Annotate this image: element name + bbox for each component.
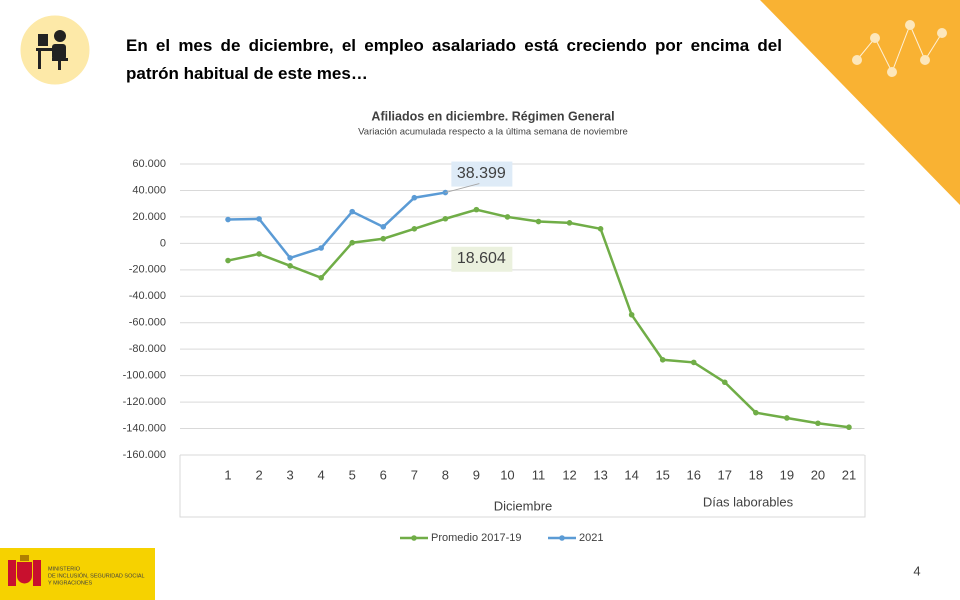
point xyxy=(442,215,449,222)
point xyxy=(815,420,821,427)
legend-label: 2021 xyxy=(579,532,603,544)
y-tick-label: 0 xyxy=(160,237,166,249)
chart-title: Afiliados en diciembre. Régimen General xyxy=(371,109,614,123)
legend-marker xyxy=(559,535,565,541)
legend-label: Promedio 2017-19 xyxy=(431,532,522,544)
y-tick-label: -60.000 xyxy=(129,317,166,329)
x-tick-label: 17 xyxy=(718,467,732,482)
point xyxy=(287,255,293,261)
axis-frame xyxy=(179,455,866,518)
x-tick-label: 2 xyxy=(255,467,262,482)
point xyxy=(380,235,387,242)
x-tick-label: 18 xyxy=(749,467,763,482)
point xyxy=(846,424,852,431)
x-tick-label: 12 xyxy=(562,467,576,482)
x-axis-label: Días laborables xyxy=(703,494,794,509)
point xyxy=(628,311,635,318)
x-tick-label: 15 xyxy=(655,467,669,482)
point xyxy=(225,216,231,223)
y-tick-label: 60.000 xyxy=(132,158,166,170)
point xyxy=(349,208,356,215)
point xyxy=(318,245,324,251)
y-tick-label: -120.000 xyxy=(123,396,166,408)
point xyxy=(411,226,418,232)
point xyxy=(380,224,387,230)
x-tick-label: 5 xyxy=(349,467,356,482)
x-tick-label: 1 xyxy=(224,467,231,482)
heading: En el mes de diciembre, el empleo asalar… xyxy=(126,36,782,83)
ministry-text: MINISTERIO xyxy=(48,566,81,572)
page-number: 4 xyxy=(913,563,920,578)
x-tick-label: 10 xyxy=(500,467,514,482)
corner-dots xyxy=(852,20,947,77)
y-tick-label: 20.000 xyxy=(132,211,166,223)
y-tick-label: -100.000 xyxy=(123,370,166,382)
point xyxy=(411,194,418,201)
point xyxy=(504,214,511,220)
point xyxy=(225,257,231,264)
x-tick-label: 6 xyxy=(380,467,387,482)
legend-marker xyxy=(411,535,417,541)
chart-subtitle: Variación acumulada respecto a la última… xyxy=(358,127,628,138)
x-tick-label: 16 xyxy=(687,467,701,482)
y-tick-label: -40.000 xyxy=(129,290,166,302)
point xyxy=(473,206,480,213)
x-tick-label: 8 xyxy=(442,467,449,482)
point xyxy=(753,409,759,416)
x-tick-label: 11 xyxy=(532,467,546,482)
y-tick-label: -160.000 xyxy=(123,449,166,461)
x-tick-label: 9 xyxy=(473,467,480,482)
point xyxy=(535,218,542,225)
point xyxy=(721,379,728,386)
value-label-box xyxy=(451,161,513,187)
series-line xyxy=(227,191,446,260)
corner-decoration xyxy=(760,0,960,205)
y-tick-label: 40.000 xyxy=(132,184,166,196)
value-label: 38.399 xyxy=(457,165,506,182)
point xyxy=(256,251,262,257)
x-tick-label: 14 xyxy=(624,467,638,482)
worker-icon xyxy=(36,30,68,70)
point xyxy=(597,226,604,232)
point xyxy=(287,263,293,269)
leader-line xyxy=(445,183,480,194)
point xyxy=(349,239,356,246)
point xyxy=(256,216,262,222)
series-line xyxy=(227,208,850,429)
x-tick-label: 4 xyxy=(318,467,325,482)
coat-of-arms xyxy=(8,555,41,586)
point xyxy=(659,356,666,363)
ministry-text: DE INCLUSIÓN, SEGURIDAD SOCIAL xyxy=(48,572,145,579)
value-label: 18.604 xyxy=(457,250,506,267)
point xyxy=(318,274,324,281)
y-tick-label: -80.000 xyxy=(129,343,166,355)
point xyxy=(784,415,790,421)
y-tick-label: -20.000 xyxy=(129,264,166,276)
x-tick-label: 13 xyxy=(593,467,607,482)
x-tick-label: 7 xyxy=(411,467,418,482)
value-label-box xyxy=(451,246,513,272)
point xyxy=(566,220,573,226)
x-tick-label: 19 xyxy=(780,467,794,482)
x-tick-label: 20 xyxy=(811,467,825,482)
x-axis-label: Diciembre xyxy=(494,498,553,513)
x-tick-label: 3 xyxy=(287,467,294,482)
ministry-text: Y MIGRACIONES xyxy=(48,580,93,586)
point xyxy=(690,359,697,366)
y-tick-label: -140.000 xyxy=(123,422,166,434)
x-tick-label: 21 xyxy=(842,467,856,482)
